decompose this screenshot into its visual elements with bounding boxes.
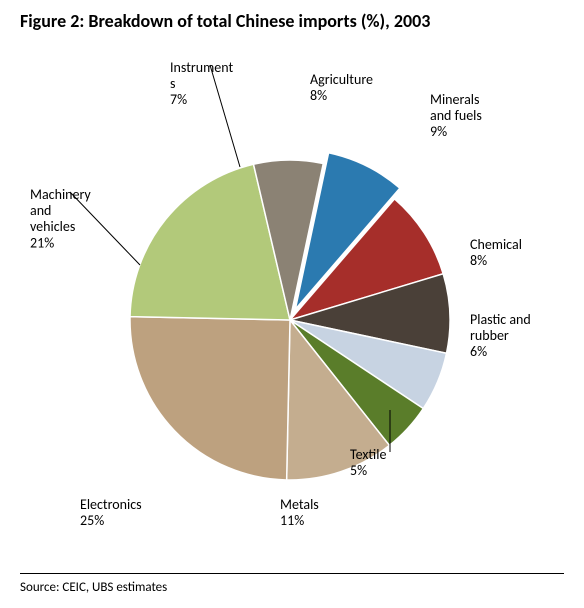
pie-chart: Agriculture8% Mineralsand fuels9% Chemical… — [0, 40, 584, 560]
slice-label: Metals11% — [280, 496, 319, 529]
leader-line — [210, 65, 240, 167]
slice-label: Electronics25% — [80, 496, 142, 529]
slice-label: Chemical8% — [470, 236, 522, 269]
slice-label: Machineryandvehicles21% — [30, 186, 91, 251]
slice-label: Plastic andrubber6% — [470, 311, 531, 360]
slice-label: Textile5% — [350, 446, 386, 479]
pie-slice — [130, 317, 290, 480]
source-text: Source: CEIC, UBS estimates — [20, 580, 167, 595]
figure-title: Figure 2: Breakdown of total Chinese imp… — [20, 10, 430, 32]
slice-label: Instruments7% — [170, 59, 234, 108]
source-rule — [20, 573, 564, 574]
slice-label: Mineralsand fuels9% — [430, 91, 482, 140]
slice-label: Agriculture8% — [310, 71, 373, 104]
